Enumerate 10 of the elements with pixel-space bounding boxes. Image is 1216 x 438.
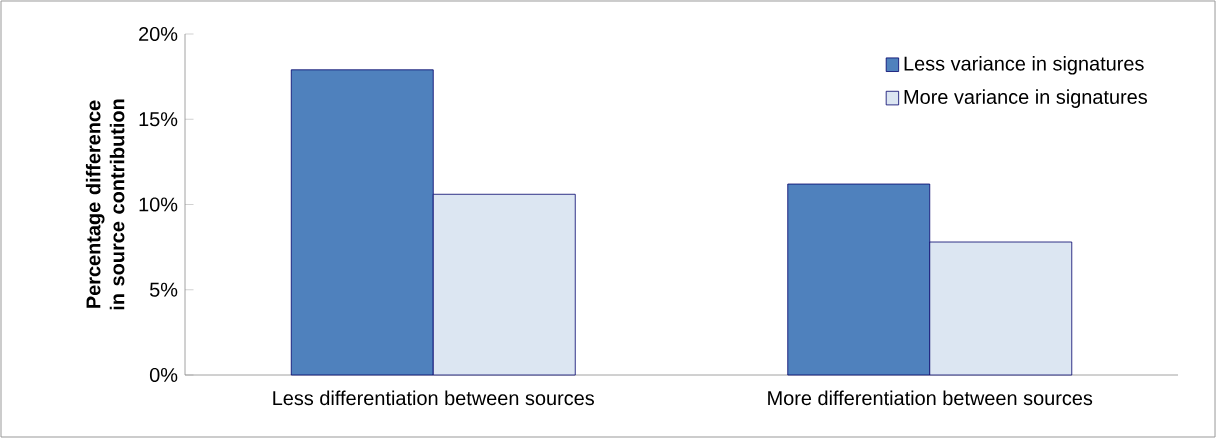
y-tick-label: 5%: [149, 282, 178, 297]
y-tick-label: 15%: [139, 112, 178, 127]
y-axis-title: Percentage difference in source contribution: [85, 99, 125, 310]
legend-label: More variance in signatures: [904, 89, 1148, 108]
y-tick-label: 10%: [139, 197, 178, 212]
legend-label: Less variance in signatures: [904, 56, 1144, 75]
x-tick-label: More differentiation between sources: [768, 390, 1093, 406]
y-tick-label: 20%: [139, 26, 178, 42]
y-tick-label: 0%: [149, 367, 178, 383]
x-tick-label: Less differentiation between sources: [273, 390, 595, 406]
